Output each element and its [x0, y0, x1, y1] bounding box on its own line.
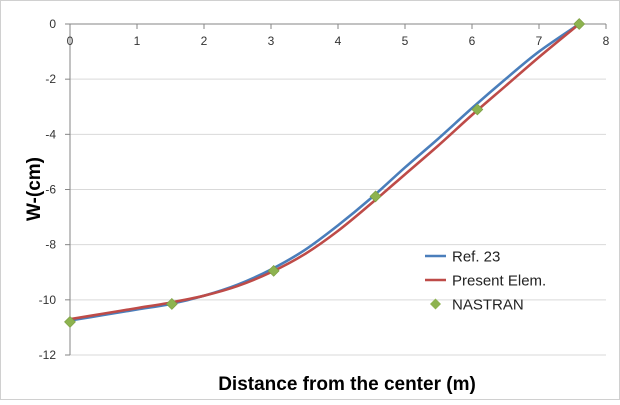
x-tick-label: 5 [402, 34, 409, 48]
series-line-ref-23 [68, 22, 581, 322]
y-tick-label: -8 [45, 238, 56, 252]
x-tick-label: 3 [268, 34, 275, 48]
y-tick-label: -12 [39, 348, 57, 362]
legend-swatch-nastran [430, 298, 441, 310]
y-tick-label: -2 [45, 72, 56, 86]
x-tick-label: 7 [536, 34, 543, 48]
y-tick-label: -6 [45, 183, 56, 197]
data-point-nastran [165, 298, 178, 310]
x-tick-label: 0 [67, 34, 74, 48]
data-point-nastran [369, 190, 382, 203]
data-point-nastran [64, 315, 76, 328]
x-tick-label: 2 [201, 34, 208, 48]
x-tick-label: 1 [134, 34, 141, 48]
legend-label-ref-23: Ref. 23 [452, 249, 500, 266]
y-tick-label: -10 [39, 293, 57, 307]
axes-layer: 0 1 2 3 4 5 6 7 8 0 -2 -4 -6 -8 -10 -12 [39, 17, 610, 362]
legend: Ref. 23 Present Elem. NASTRAN [425, 249, 546, 314]
data-point-nastran [471, 103, 484, 116]
y-tick-label: -4 [45, 127, 56, 141]
data-point-nastran [573, 18, 586, 30]
legend-label-nastran: NASTRAN [452, 297, 524, 314]
legend-label-present-elem: Present Elem. [452, 273, 546, 290]
y-axis-title: W-(cm) [24, 157, 45, 221]
data-point-nastran [267, 264, 280, 277]
x-tick-label: 6 [469, 34, 476, 48]
grid-layer [70, 78, 606, 356]
x-axis-title: Distance from the center (m) [218, 374, 476, 395]
series-line-present-elem [68, 22, 581, 321]
x-tick-label: 4 [335, 34, 342, 48]
series-layer [64, 18, 586, 328]
y-tick-label: 0 [49, 17, 56, 31]
x-tick-label: 8 [603, 34, 610, 48]
